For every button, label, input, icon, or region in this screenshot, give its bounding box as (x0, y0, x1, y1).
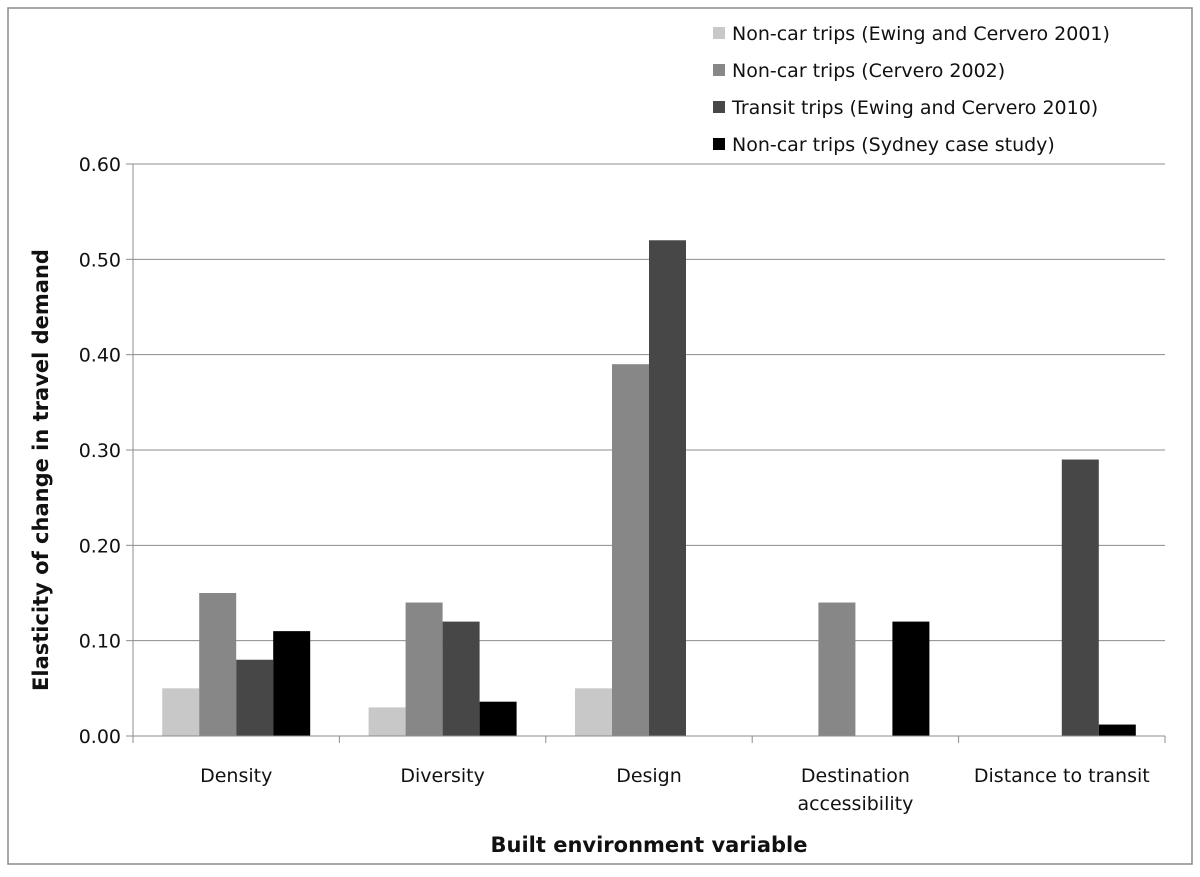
legend-label: Non-car trips (Cervero 2002) (732, 60, 1005, 82)
y-tick-label: 0.10 (79, 631, 121, 653)
x-category-label: Diversity (400, 765, 485, 787)
y-axis-title: Elasticity of change in travel demand (29, 249, 53, 691)
x-category-label: Destination (801, 765, 910, 787)
bar (1098, 724, 1136, 736)
y-tick-label: 0.50 (79, 249, 121, 271)
x-category-label: Density (200, 765, 272, 787)
x-axis-title: Built environment variable (491, 833, 808, 857)
bar (612, 364, 649, 736)
bar (162, 688, 200, 736)
bar (1061, 459, 1099, 736)
legend-swatch (713, 138, 725, 150)
legend-label: Non-car trips (Sydney case study) (732, 134, 1055, 156)
bar (442, 621, 480, 736)
x-category-label: Design (616, 765, 682, 787)
y-tick-label: 0.00 (79, 726, 121, 748)
bar (405, 602, 443, 736)
x-category-label: Distance to transit (974, 765, 1150, 787)
bar (479, 701, 517, 736)
legend-swatch (713, 101, 725, 113)
bar (199, 593, 237, 736)
legend-label: Non-car trips (Ewing and Cervero 2001) (732, 23, 1110, 45)
x-category-label: accessibility (797, 793, 913, 815)
legend: Non-car trips (Ewing and Cervero 2001) No… (713, 23, 1110, 156)
bar (236, 659, 274, 736)
bar (892, 621, 930, 736)
legend-swatch (713, 27, 725, 39)
y-tick-label: 0.40 (79, 345, 121, 367)
bar (649, 240, 686, 736)
labels: 0.00 0.10 0.20 0.30 0.40 0.50 0.60 Density Diver… (79, 154, 1150, 815)
y-tick-label: 0.60 (79, 154, 121, 176)
bar (575, 688, 612, 736)
y-tick-label: 0.20 (79, 535, 121, 557)
legend-swatch (713, 64, 725, 76)
legend-label: Transit trips (Ewing and Cervero 2010) (731, 97, 1098, 119)
axes (126, 163, 1166, 743)
bar (368, 707, 406, 736)
y-tick-label: 0.30 (79, 440, 121, 462)
bar (818, 602, 856, 736)
bars (162, 240, 1136, 736)
bar (273, 631, 311, 736)
